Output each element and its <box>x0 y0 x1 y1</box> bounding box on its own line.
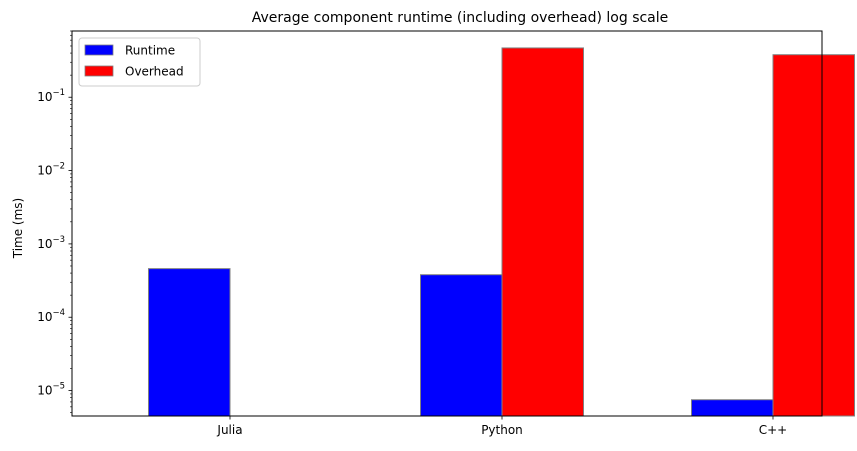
legend-swatch-overhead <box>84 65 114 77</box>
legend-label-runtime: Runtime <box>125 44 175 58</box>
chart-title: Average component runtime (including ove… <box>252 10 669 26</box>
y-tick-label: 10−3 <box>37 235 65 251</box>
bars <box>148 47 855 417</box>
x-tick-label: C++ <box>759 423 788 437</box>
y-tick-label: 10−1 <box>37 88 65 104</box>
legend-swatch-runtime <box>84 44 114 56</box>
bar-overhead-cpp <box>772 54 855 417</box>
x-tick-label: Python <box>481 423 523 437</box>
legend-label-overhead: Overhead <box>125 65 184 79</box>
y-major-ticks: 10−5 10−4 10−3 10−2 10−1 <box>37 88 72 398</box>
x-ticks: Julia Python C++ <box>216 416 787 437</box>
plot-frame <box>71 30 823 417</box>
bar-runtime-julia <box>148 268 231 417</box>
y-tick-label: 10−2 <box>37 162 65 178</box>
y-axis-label: Time (ms) <box>11 198 25 260</box>
bar-overhead-python <box>501 47 584 417</box>
bar-runtime-python <box>420 274 503 417</box>
y-tick-label: 10−5 <box>37 382 65 398</box>
y-tick-label: 10−4 <box>37 308 65 324</box>
bar-runtime-cpp <box>691 399 774 417</box>
x-tick-label: Julia <box>216 423 242 437</box>
legend: Runtime Overhead <box>78 37 201 87</box>
